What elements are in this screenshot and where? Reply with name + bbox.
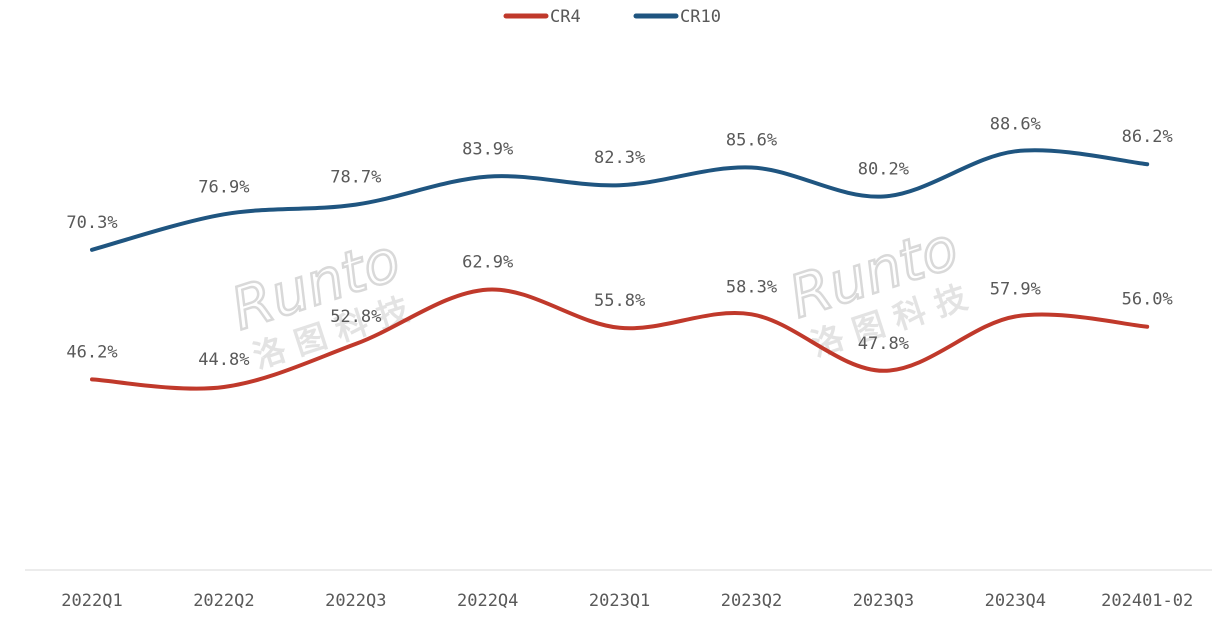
x-axis-tick-labels: 2022Q1 2022Q2 2022Q3 2022Q4 2023Q1 2023Q2 2023… [61, 591, 1193, 611]
x-tick-label: 202401-02 [1101, 591, 1193, 611]
data-label-cr10: 86.2% [1122, 127, 1173, 147]
data-label-cr10: 70.3% [66, 213, 117, 233]
legend-label: CR10 [680, 7, 721, 27]
x-tick-label: 2023Q4 [985, 591, 1046, 611]
x-tick-label: 2022Q2 [193, 591, 254, 611]
data-label-cr10: 88.6% [990, 114, 1041, 134]
data-label-cr4: 55.8% [594, 291, 645, 311]
data-label-cr4: 44.8% [198, 350, 249, 370]
data-label-cr4: 56.0% [1122, 290, 1173, 310]
data-label-cr10: 85.6% [726, 130, 777, 150]
x-tick-label: 2023Q2 [721, 591, 782, 611]
data-label-cr4: 46.2% [66, 342, 117, 362]
data-label-cr4: 58.3% [726, 277, 777, 297]
data-labels: 46.2% 44.8% 52.8% 62.9% 55.8% 58.3% 47.8% 57.9%… [66, 114, 1172, 370]
data-label-cr4: 57.9% [990, 279, 1041, 299]
data-label-cr4: 52.8% [330, 307, 381, 327]
x-tick-label: 2022Q1 [61, 591, 122, 611]
data-label-cr10: 76.9% [198, 177, 249, 197]
data-label-cr10: 83.9% [462, 140, 513, 160]
legend-label: CR4 [550, 7, 581, 27]
data-label-cr10: 78.7% [330, 168, 381, 188]
data-label-cr10: 82.3% [594, 148, 645, 168]
data-label-cr4: 47.8% [858, 334, 909, 354]
x-tick-label: 2022Q4 [457, 591, 518, 611]
legend-item-cr4: CR4 [503, 7, 581, 27]
x-tick-label: 2023Q3 [853, 591, 914, 611]
legend-item-cr10: CR10 [633, 7, 721, 27]
x-tick-label: 2023Q1 [589, 591, 650, 611]
series-line-cr4 [90, 287, 1150, 391]
series-lines [90, 148, 1150, 391]
x-tick-label: 2022Q3 [325, 591, 386, 611]
series-line-cr10 [90, 148, 1150, 252]
legend: CR4 CR10 [503, 7, 721, 27]
data-label-cr4: 62.9% [462, 253, 513, 273]
data-label-cr10: 80.2% [858, 160, 909, 180]
